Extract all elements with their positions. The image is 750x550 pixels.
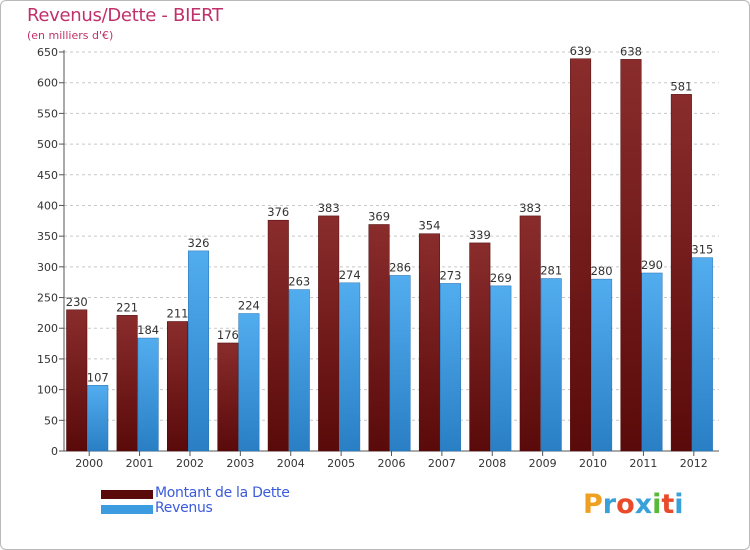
bar-debt [570, 58, 592, 452]
data-label-debt: 639 [570, 44, 592, 58]
x-tick-label: 2003 [226, 457, 254, 470]
data-label-debt: 383 [318, 201, 340, 215]
y-tick-label: 450 [37, 169, 58, 182]
data-label-revenue: 326 [188, 236, 210, 250]
legend-label-revenue: Revenus [155, 500, 213, 516]
logo-letter: x [634, 489, 653, 520]
x-tick-label: 2006 [378, 457, 406, 470]
data-label-revenue: 224 [238, 298, 260, 312]
x-tick-label: 2011 [629, 457, 657, 470]
y-tick-label: 250 [37, 292, 58, 305]
data-label-revenue: 286 [389, 260, 411, 274]
bar-debt [418, 233, 440, 452]
bar-debt [670, 94, 692, 452]
x-tick-label: 2001 [126, 457, 154, 470]
data-label-revenue: 281 [540, 264, 562, 278]
bar-debt [217, 342, 239, 452]
bar-revenue [87, 385, 109, 452]
x-tick-label: 2010 [579, 457, 607, 470]
y-tick-label: 550 [37, 107, 58, 120]
y-tick-label: 400 [37, 199, 58, 212]
data-label-debt: 369 [368, 209, 390, 223]
bar-debt [519, 215, 541, 452]
data-label-revenue: 273 [439, 268, 461, 282]
x-tick-label: 2000 [75, 457, 103, 470]
bar-revenue [389, 275, 411, 452]
y-tick-label: 500 [37, 138, 58, 151]
legend-label-debt: Montant de la Dette [155, 485, 290, 501]
bar-revenue [288, 289, 310, 452]
data-label-debt: 339 [469, 228, 491, 242]
bar-revenue [591, 278, 613, 452]
data-label-revenue: 184 [137, 323, 159, 337]
data-label-debt: 230 [66, 295, 88, 309]
data-label-debt: 176 [217, 328, 239, 342]
data-label-revenue: 269 [490, 271, 512, 285]
x-tick-label: 2009 [529, 457, 557, 470]
data-label-revenue: 107 [87, 370, 109, 384]
chart-subtitle: (en milliers d'€) [27, 29, 114, 42]
bar-revenue [339, 282, 361, 452]
legend-swatch-revenue [101, 505, 153, 514]
y-tick-label: 300 [37, 261, 58, 274]
y-tick-label: 150 [37, 353, 58, 366]
x-tick-label: 2007 [428, 457, 456, 470]
data-label-debt: 581 [670, 79, 692, 93]
bar-revenue [439, 283, 461, 452]
data-label-revenue: 274 [339, 268, 361, 282]
y-tick-label: 600 [37, 77, 58, 90]
data-label-revenue: 280 [591, 264, 613, 278]
bar-debt [368, 224, 390, 452]
chart-title: Revenus/Dette - BIERT [27, 5, 223, 26]
x-tick-label: 2004 [277, 457, 305, 470]
data-label-revenue: 263 [288, 275, 310, 289]
logo-letter: i [674, 489, 684, 520]
bar-debt [116, 315, 138, 452]
legend-item-revenue: Revenus [101, 500, 361, 516]
bar-revenue [691, 257, 713, 452]
bar-revenue [188, 250, 210, 452]
proxiti-logo: Proxiti [583, 489, 684, 520]
bar-debt [318, 215, 340, 452]
logo-letter: r [602, 489, 617, 520]
data-label-debt: 221 [116, 300, 138, 314]
bar-debt [167, 321, 189, 452]
x-tick-label: 2012 [680, 457, 708, 470]
y-tick-label: 200 [37, 322, 58, 335]
data-label-debt: 376 [267, 205, 289, 219]
y-tick-label: 50 [44, 414, 58, 427]
bar-debt [620, 59, 642, 452]
data-label-debt: 383 [519, 201, 541, 215]
x-tick-label: 2002 [176, 457, 204, 470]
data-label-revenue: 290 [641, 258, 663, 272]
bar-revenue [137, 337, 159, 452]
bar-revenue [540, 278, 562, 452]
y-tick-label: 350 [37, 230, 58, 243]
bar-debt [66, 309, 88, 452]
data-label-debt: 638 [620, 44, 642, 58]
data-label-debt: 211 [167, 306, 189, 320]
x-tick-label: 2005 [327, 457, 355, 470]
bar-debt [469, 242, 491, 452]
y-tick-label: 0 [51, 445, 58, 458]
logo-letter: o [616, 489, 635, 520]
y-tick-label: 650 [37, 46, 58, 59]
legend-item-debt: Montant de la Dette [101, 485, 361, 501]
logo-letter: i [652, 489, 662, 520]
x-tick-label: 2008 [478, 457, 506, 470]
data-label-revenue: 315 [691, 243, 713, 257]
bar-revenue [641, 272, 663, 452]
y-tick-label: 100 [37, 384, 58, 397]
logo-letter: t [661, 489, 675, 520]
bar-revenue [490, 285, 512, 452]
bar-debt [267, 219, 289, 452]
logo-letter: P [583, 489, 603, 520]
legend-swatch-debt [101, 490, 153, 499]
data-label-debt: 354 [418, 219, 440, 233]
bar-revenue [238, 313, 260, 452]
